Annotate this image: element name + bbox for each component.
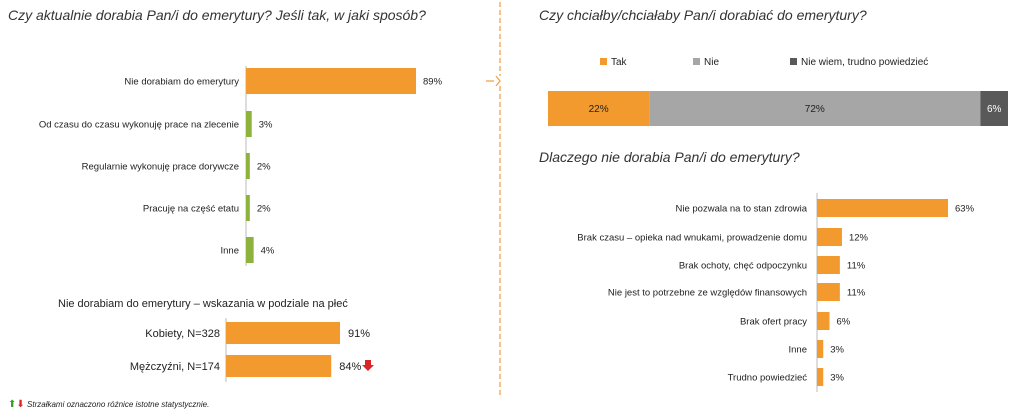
chart4-category-label: Brak ochoty, chęć odpoczynku (679, 261, 807, 272)
chart2-value-label: 84% (339, 361, 361, 373)
chart4-bar (817, 312, 830, 330)
legend-label: Tak (611, 57, 628, 68)
chart1-category-label: Pracuję na część etatu (143, 204, 239, 215)
chart1-category-label: Regularnie wykonuję prace dorywcze (82, 162, 239, 173)
chart1-category-label: Od czasu do czasu wykonuję prace na zlec… (39, 120, 239, 131)
arrow-up-green-icon: ⬆ (8, 399, 17, 410)
legend-label: Nie (704, 57, 719, 68)
chart4-bar (817, 228, 842, 246)
chart1-bar (246, 237, 254, 263)
chart1-value-label: 2% (257, 162, 271, 173)
chart4-category-label: Trudno powiedzieć (728, 373, 808, 384)
chart1-value-label: 2% (257, 204, 271, 215)
footnote: ⬆⬇ Strzałkami oznaczono różnice istotne … (8, 399, 209, 410)
chart4-value-label: 3% (830, 345, 844, 356)
chart4-value-label: 11% (847, 261, 866, 272)
arrow-down-red-icon: ⬇ (16, 399, 25, 410)
divider-chevron-icon (495, 75, 501, 87)
stacked-segment (548, 91, 650, 126)
reasons-chart-title: Dlaczego nie dorabia Pan/i do emerytury? (539, 149, 800, 165)
chart4-value-label: 11% (847, 288, 866, 299)
chart4-category-label: Brak czasu – opieka nad wnukami, prowadz… (577, 233, 807, 244)
chart1-bar (246, 153, 250, 179)
chart2-bar (226, 355, 332, 377)
chart4-value-label: 63% (955, 204, 975, 215)
chart4-bar (817, 368, 824, 386)
chart4-category-label: Nie jest to potrzebne ze względów finans… (608, 288, 807, 299)
chart1-bar (246, 68, 416, 94)
footnote-text: Strzałkami oznaczono różnice istotne sta… (27, 400, 210, 409)
stacked-segment (649, 91, 981, 126)
gender-chart-title: Nie dorabiam do emerytury – wskazania w … (58, 298, 348, 310)
chart2-value-label: 91% (348, 328, 370, 340)
stacked-value-label: 22% (589, 104, 609, 115)
chart1-category-label: Inne (221, 246, 240, 257)
chart4-value-label: 12% (849, 233, 869, 244)
stacked-value-label: 6% (987, 104, 1002, 115)
chart2-category-label: Mężczyźni, N=174 (130, 361, 220, 373)
chart4-value-label: 3% (830, 373, 844, 384)
chart4-category-label: Inne (789, 345, 808, 356)
legend-label: Nie wiem, trudno powiedzieć (801, 57, 928, 68)
chart4-bar (817, 199, 948, 217)
legend-swatch (600, 58, 607, 65)
chart1-value-label: 89% (423, 77, 443, 88)
chart4-category-label: Brak ofert pracy (740, 317, 807, 328)
chart4-bar (817, 283, 840, 301)
stacked-value-label: 72% (805, 104, 825, 115)
stacked-segment (980, 91, 1008, 126)
chart4-bar (817, 340, 824, 358)
chart2-category-label: Kobiety, N=328 (145, 328, 220, 340)
significance-arrow-down-icon (362, 360, 374, 371)
chart2-bar (226, 322, 340, 344)
chart1-bar (246, 111, 252, 137)
legend-swatch (693, 58, 700, 65)
left-chart-title: Czy aktualnie dorabia Pan/i do emerytury… (8, 7, 426, 23)
chart4-category-label: Nie pozwala na to stan zdrowia (676, 204, 808, 215)
chart1-category-label: Nie dorabiam do emerytury (124, 77, 239, 88)
chart1-bar (246, 195, 250, 221)
legend-swatch (790, 58, 797, 65)
chart1-value-label: 3% (259, 120, 273, 131)
chart4-value-label: 6% (836, 317, 850, 328)
chart1-value-label: 4% (261, 246, 275, 257)
willingness-chart-title: Czy chciałby/chciałaby Pan/i dorabiać do… (539, 7, 867, 23)
chart4-bar (817, 256, 840, 274)
